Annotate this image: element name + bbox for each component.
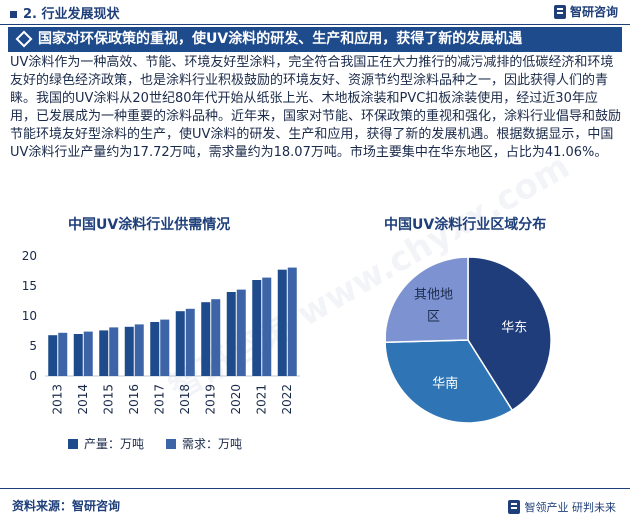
demand-bar	[211, 299, 221, 376]
production-bar	[201, 302, 211, 376]
x-tick-label: 2013	[50, 384, 64, 415]
demand-bar	[134, 324, 144, 376]
y-tick-label: 5	[29, 339, 37, 353]
section-title: 2. 行业发展现状	[10, 3, 120, 22]
demand-bar	[109, 327, 119, 376]
x-tick-label: 2019	[203, 384, 217, 415]
pie-slice-label: 华南	[432, 375, 458, 391]
production-bar	[73, 334, 83, 376]
logo-icon	[553, 4, 566, 19]
pie-chart-title: 中国UV涂料行业区域分布	[384, 217, 547, 233]
legend-label-demand: 需求：万吨	[182, 437, 243, 451]
top-bar: 2. 行业发展现状 智研咨询	[0, 0, 630, 25]
y-tick-label: 20	[22, 249, 37, 263]
diamond-icon	[15, 30, 33, 48]
legend-swatch-production	[68, 438, 78, 449]
pie-slice-label: 区	[427, 309, 440, 324]
headline-text: 国家对环保政策的重视，使UV涂料的研发、生产和应用，获得了新的发展机遇	[38, 31, 523, 47]
x-tick-label: 2022	[280, 384, 294, 415]
legend-swatch-demand	[166, 438, 176, 449]
square-bullet-icon	[10, 11, 17, 18]
production-bar	[124, 326, 134, 376]
x-tick-label: 2020	[229, 384, 243, 415]
x-tick-label: 2016	[127, 384, 141, 415]
demand-bar	[83, 331, 93, 376]
demand-bar	[287, 267, 297, 376]
x-tick-label: 2017	[152, 384, 166, 415]
y-tick-label: 0	[29, 369, 37, 383]
bar-legend-production: 产量：万吨	[68, 435, 144, 452]
logo-icon	[507, 500, 520, 514]
pie-slice	[386, 339, 514, 424]
demand-bar	[58, 332, 68, 376]
pie-slice	[386, 256, 469, 344]
section-title-text: 2. 行业发展现状	[23, 7, 120, 22]
pie-slice-label: 其他地	[414, 287, 453, 302]
pie-slice-label: 华东	[501, 321, 527, 336]
demand-bar	[185, 308, 195, 376]
production-bar	[175, 311, 185, 376]
body-paragraph: UV涂料作为一种高效、节能、环境友好型涂料，完全符合我国正在大力推行的减污减排的…	[10, 55, 622, 160]
supply-demand-bar-chart: 0 5 10 15 20 2013 2014 2015 2016 2017 2018 2019 2020…	[22, 249, 300, 415]
logo-text: 智研咨询	[569, 5, 618, 19]
x-tick-label: 2021	[254, 384, 268, 415]
x-tick-label: 2014	[76, 384, 90, 415]
brand-logo: 智研咨询	[553, 3, 618, 20]
footer: 资料来源：智研咨询 智领产业 研判未来	[0, 488, 630, 523]
y-tick-label: 10	[22, 309, 37, 323]
footer-slogan: 智领产业 研判未来	[524, 501, 617, 514]
x-tick-label: 2015	[101, 384, 115, 415]
production-bar	[150, 322, 160, 376]
production-bar	[226, 292, 236, 376]
y-tick-label: 15	[22, 279, 37, 293]
production-bar	[99, 330, 109, 376]
x-tick-label: 2018	[178, 384, 192, 415]
legend-label-production: 产量：万吨	[84, 437, 145, 451]
production-bar	[252, 280, 262, 376]
production-bar	[48, 335, 58, 376]
bar-chart-title: 中国UV涂料行业供需情况	[68, 217, 231, 233]
data-source: 资料来源：智研咨询	[12, 499, 121, 513]
demand-bar	[236, 289, 246, 376]
demand-bar	[262, 277, 272, 376]
footer-brand: 智领产业 研判未来	[507, 499, 617, 515]
bar-legend-demand: 需求：万吨	[166, 435, 242, 452]
demand-bar	[160, 319, 170, 376]
headline-banner: 国家对环保政策的重视，使UV涂料的研发、生产和应用，获得了新的发展机遇	[8, 27, 622, 52]
production-bar	[277, 269, 287, 376]
